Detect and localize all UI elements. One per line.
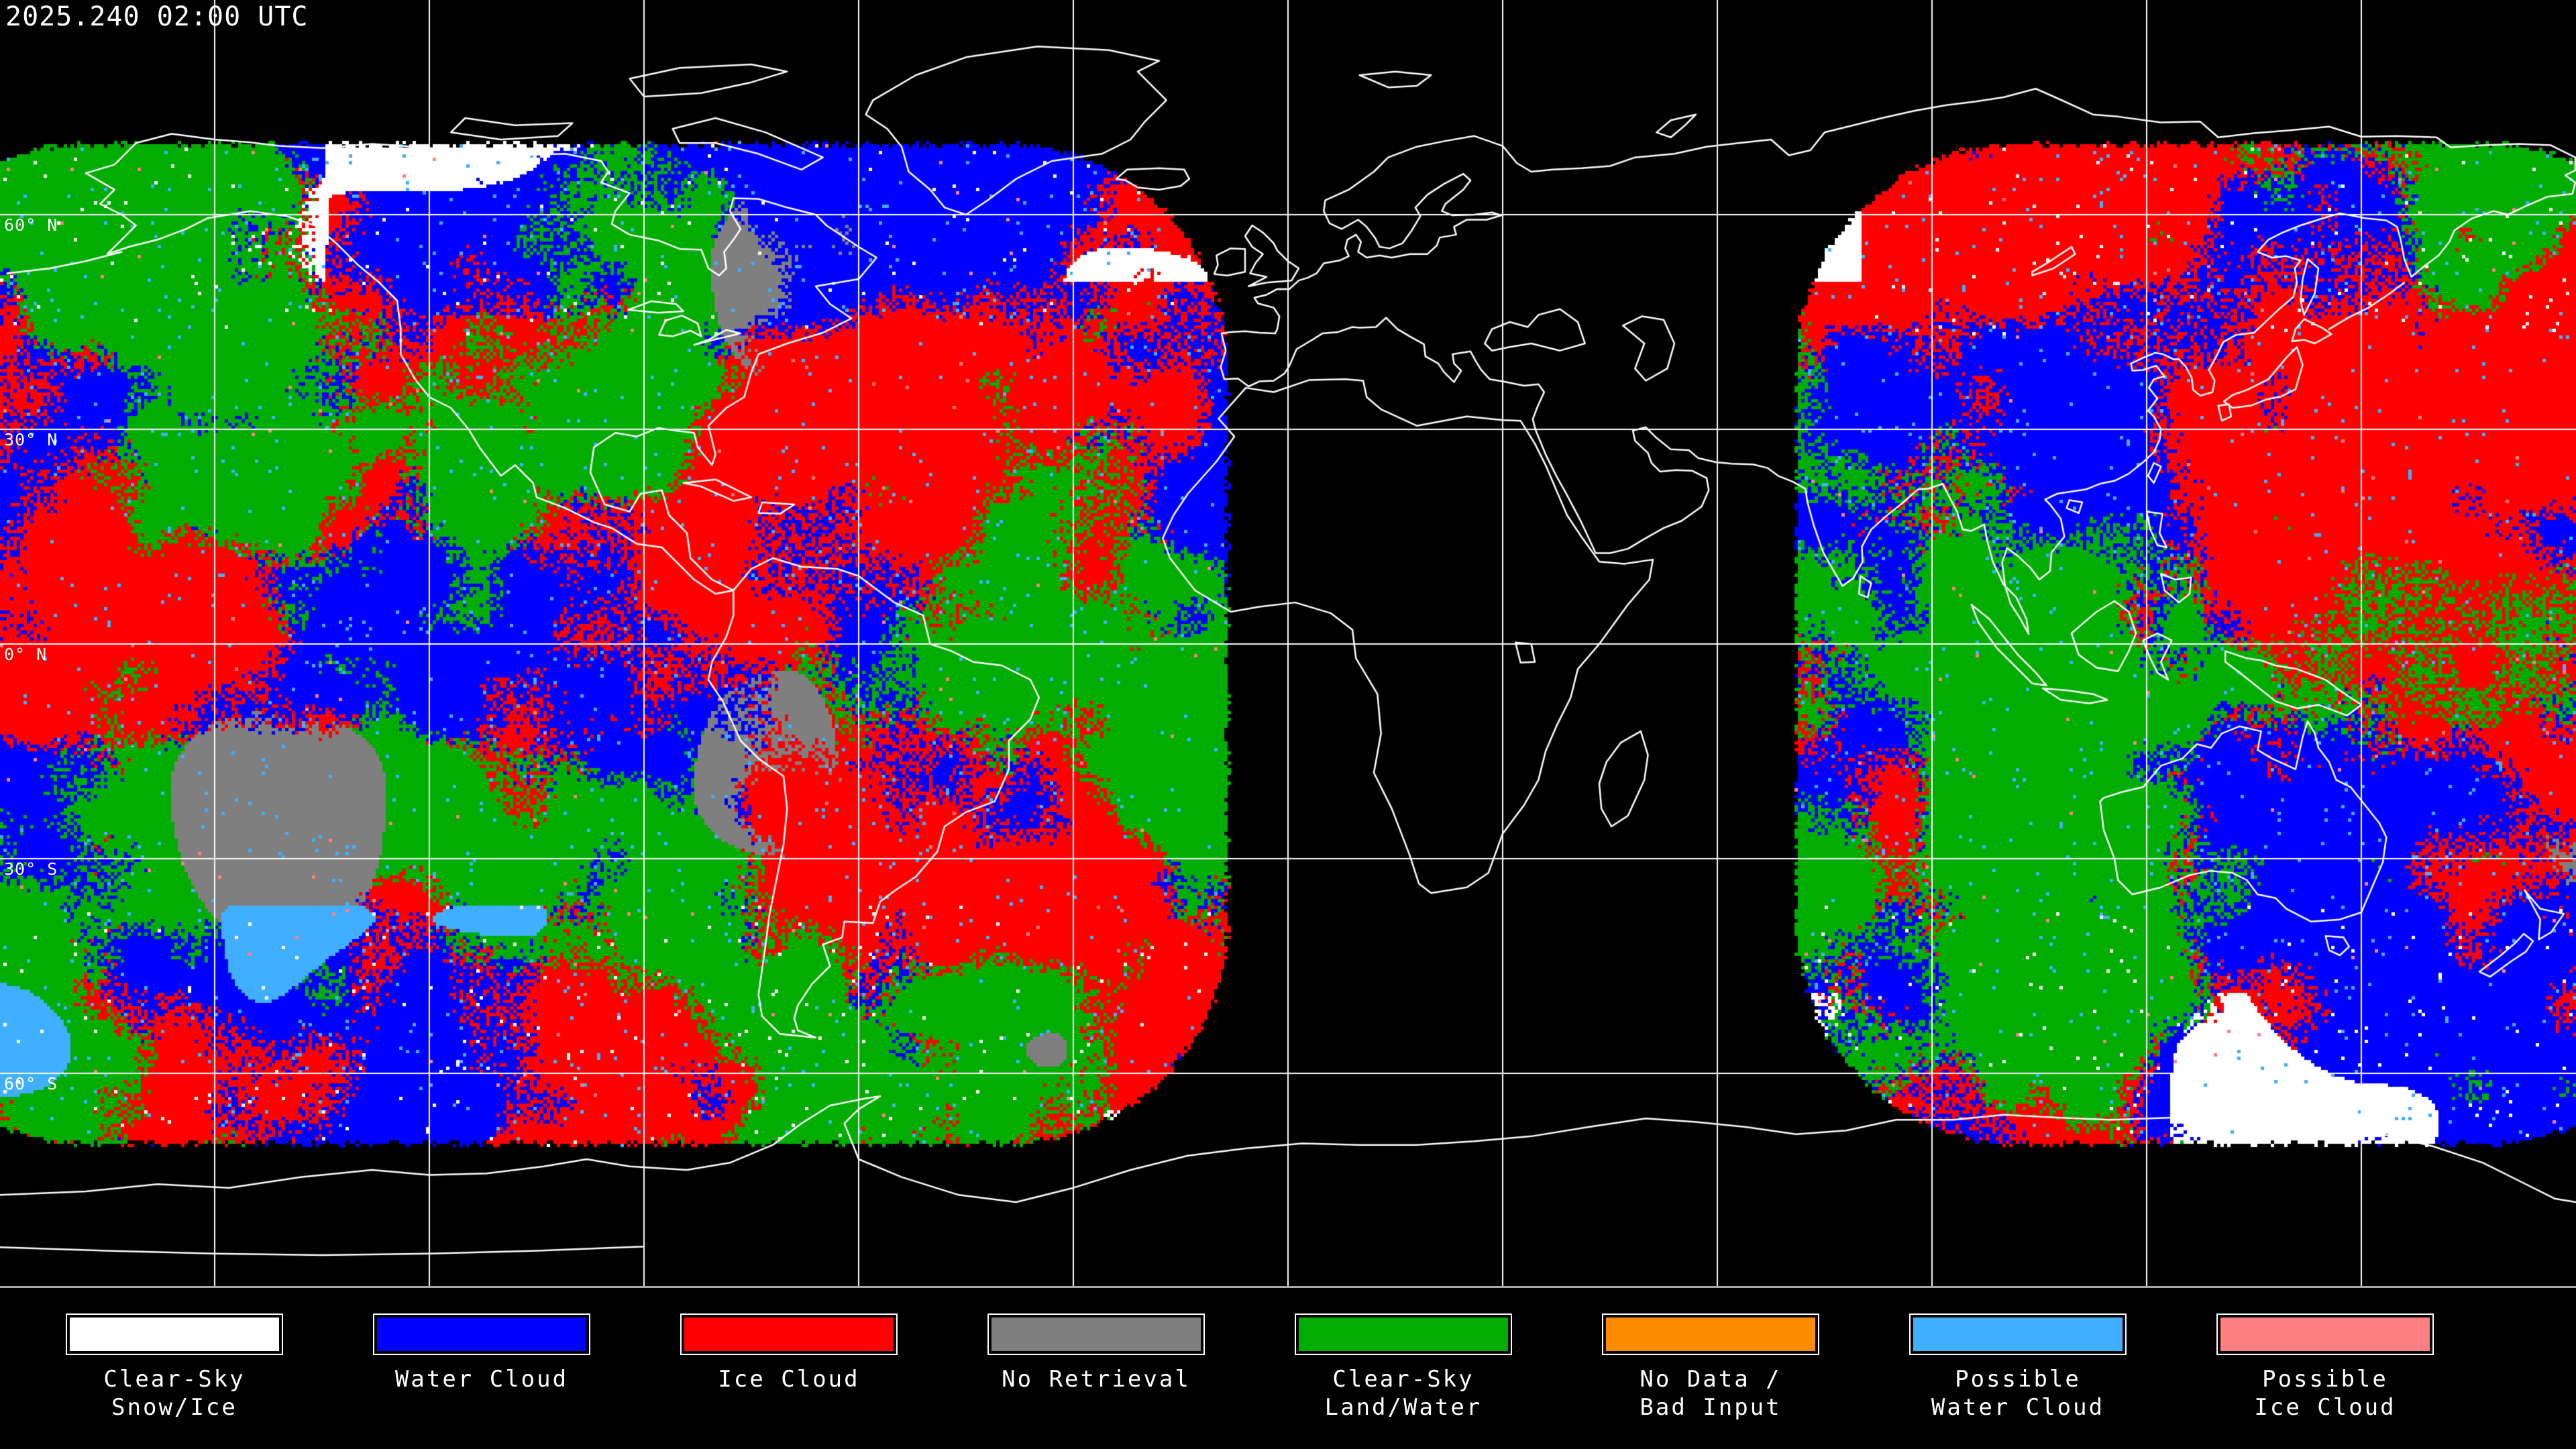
legend-label-line: No Data / — [1640, 1366, 1782, 1393]
legend-swatch-fill — [684, 1318, 894, 1351]
legend-swatch-fill — [377, 1318, 586, 1351]
map-area: 2025.240 02:00 UTC 60° N 30° N 0° N 30° S 60… — [0, 0, 2576, 1288]
legend-label: Possible Ice Cloud — [2171, 1365, 2479, 1421]
legend-label-line: Bad Input — [1640, 1394, 1782, 1421]
latitude-label: 60° N — [4, 215, 58, 235]
legend-label: No Data / Bad Input — [1557, 1365, 1864, 1421]
legend: Clear-Sky Snow/Ice Water Cloud Ice Cloud No … — [0, 1288, 2576, 1449]
legend-label-line: Land/Water — [1324, 1394, 1483, 1421]
legend-item: Water Cloud — [328, 1288, 635, 1449]
legend-label-line: Clear-Sky — [103, 1366, 246, 1393]
legend-swatch — [1295, 1313, 1512, 1355]
legend-swatch — [987, 1313, 1205, 1355]
legend-swatch — [66, 1313, 283, 1355]
legend-swatch-fill — [1606, 1318, 1815, 1351]
latitude-label: 0° N — [4, 645, 48, 664]
legend-swatch-fill — [1913, 1318, 2123, 1351]
legend-label: Possible Water Cloud — [1864, 1365, 2171, 1421]
legend-item: Possible Ice Cloud — [2171, 1288, 2479, 1449]
cloud-mask-world-map-canvas — [0, 0, 2576, 1288]
legend-swatch-fill — [991, 1318, 1201, 1351]
legend-label-line: Possible — [1955, 1366, 2081, 1393]
legend-item: No Retrieval — [943, 1288, 1250, 1449]
legend-swatch — [1909, 1313, 2127, 1355]
legend-label: Ice Cloud — [635, 1365, 943, 1393]
legend-swatch — [680, 1313, 898, 1355]
legend-label-line: Water Cloud — [1931, 1394, 2105, 1421]
latitude-label: 30° N — [4, 430, 58, 449]
legend-label-line: Snow/Ice — [111, 1394, 237, 1421]
legend-label-line: Water Cloud — [394, 1366, 569, 1393]
legend-swatch — [2216, 1313, 2434, 1355]
legend-label-line: No Retrieval — [1002, 1366, 1191, 1393]
legend-label-line: Ice Cloud — [718, 1366, 860, 1393]
legend-label: Clear-Sky Land/Water — [1250, 1365, 1557, 1421]
timestamp-label: 2025.240 02:00 UTC — [5, 1, 309, 32]
latitude-label: 60° S — [4, 1074, 58, 1093]
legend-item: Clear-Sky Land/Water — [1250, 1288, 1557, 1449]
legend-swatch-fill — [70, 1318, 279, 1351]
legend-label: Clear-Sky Snow/Ice — [21, 1365, 328, 1421]
legend-item: Ice Cloud — [635, 1288, 943, 1449]
legend-swatch — [1602, 1313, 1819, 1355]
legend-label-line: Ice Cloud — [2254, 1394, 2396, 1421]
legend-item: Clear-Sky Snow/Ice — [21, 1288, 328, 1449]
legend-label: No Retrieval — [943, 1365, 1250, 1393]
legend-swatch-fill — [2220, 1318, 2430, 1351]
legend-item: Possible Water Cloud — [1864, 1288, 2171, 1449]
map-legend-divider — [0, 1286, 2576, 1288]
latitude-label: 30° S — [4, 859, 58, 879]
legend-swatch — [373, 1313, 590, 1355]
legend-label-line: Possible — [2262, 1366, 2388, 1393]
legend-swatch-fill — [1299, 1318, 1508, 1351]
legend-label: Water Cloud — [328, 1365, 635, 1393]
legend-label-line: Clear-Sky — [1332, 1366, 1474, 1393]
legend-item: No Data / Bad Input — [1557, 1288, 1864, 1449]
